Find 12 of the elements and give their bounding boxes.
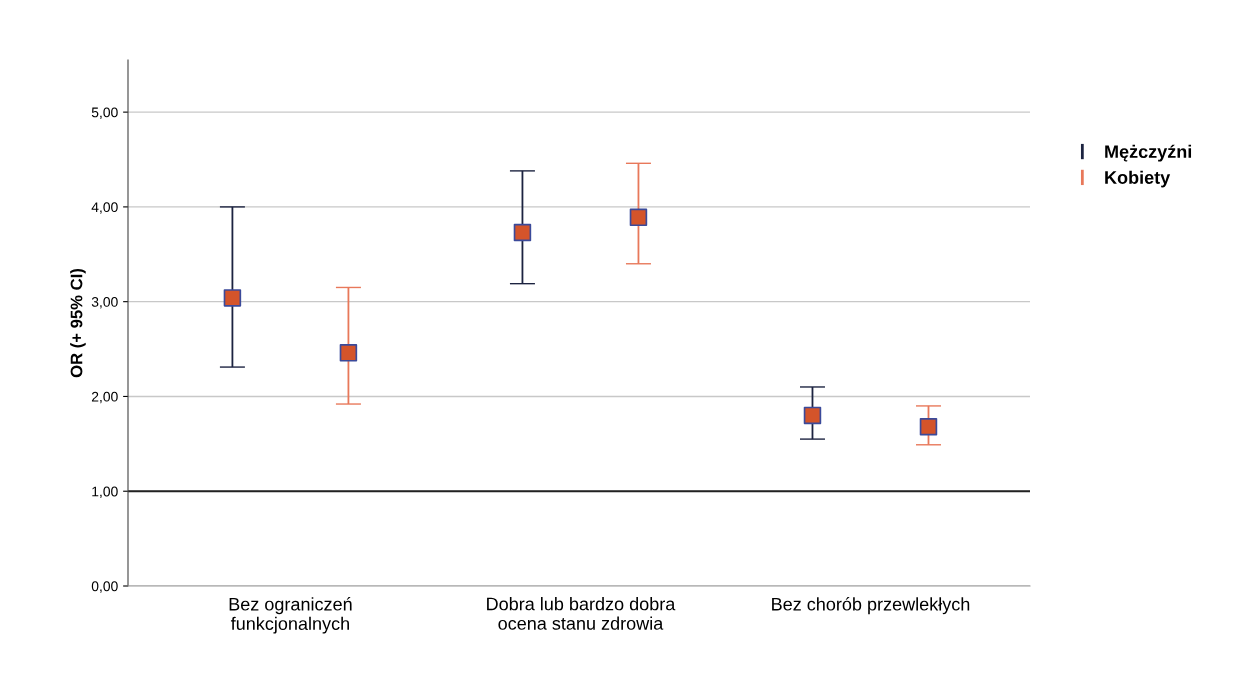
text: Mężczyźni xyxy=(1105,144,1192,162)
y-tick-label: 2,00 xyxy=(91,391,118,404)
y-tick-label: 5,00 xyxy=(91,107,118,119)
x-tick-label: Dobra lub bardzo dobra ocena stanu zdrowia xyxy=(487,597,676,630)
y-tick-label: 4,00 xyxy=(91,202,118,214)
x-tick-label: Bez ograniczeń funkcjonalnych xyxy=(229,597,352,634)
y-tick-label: 0,00 xyxy=(91,581,118,593)
x-tick-label: Bez chorób przewlekłych xyxy=(772,597,970,615)
y-tick-label: 3,00 xyxy=(91,297,118,309)
y-axis-title: OR (+ 95% CI) xyxy=(70,268,86,378)
y-tick-label: 1,00 xyxy=(92,486,118,499)
text: Kobiety xyxy=(1105,170,1171,188)
